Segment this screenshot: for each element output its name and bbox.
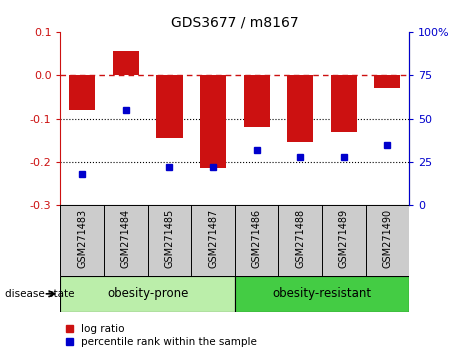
Text: GSM271483: GSM271483 bbox=[77, 209, 87, 268]
Text: obesity-resistant: obesity-resistant bbox=[272, 287, 372, 300]
Bar bbox=[244, 75, 270, 127]
Text: GSM271488: GSM271488 bbox=[295, 209, 305, 268]
Text: GSM271484: GSM271484 bbox=[121, 209, 131, 268]
Text: GSM271490: GSM271490 bbox=[382, 209, 392, 268]
Bar bbox=[200, 75, 226, 169]
Bar bbox=[69, 75, 95, 110]
Bar bbox=[60, 276, 235, 312]
Text: GSM271486: GSM271486 bbox=[252, 209, 262, 268]
Legend: log ratio, percentile rank within the sample: log ratio, percentile rank within the sa… bbox=[66, 324, 257, 347]
Text: GSM271485: GSM271485 bbox=[165, 209, 174, 268]
Title: GDS3677 / m8167: GDS3677 / m8167 bbox=[171, 15, 299, 29]
Bar bbox=[331, 75, 357, 132]
Text: obesity-prone: obesity-prone bbox=[107, 287, 188, 300]
Bar bbox=[235, 276, 409, 312]
Bar bbox=[113, 51, 139, 75]
Text: GSM271489: GSM271489 bbox=[339, 209, 349, 268]
Text: GSM271487: GSM271487 bbox=[208, 209, 218, 268]
Text: disease state: disease state bbox=[5, 289, 74, 299]
Bar bbox=[287, 75, 313, 142]
Bar bbox=[374, 75, 400, 88]
Bar bbox=[156, 75, 182, 138]
